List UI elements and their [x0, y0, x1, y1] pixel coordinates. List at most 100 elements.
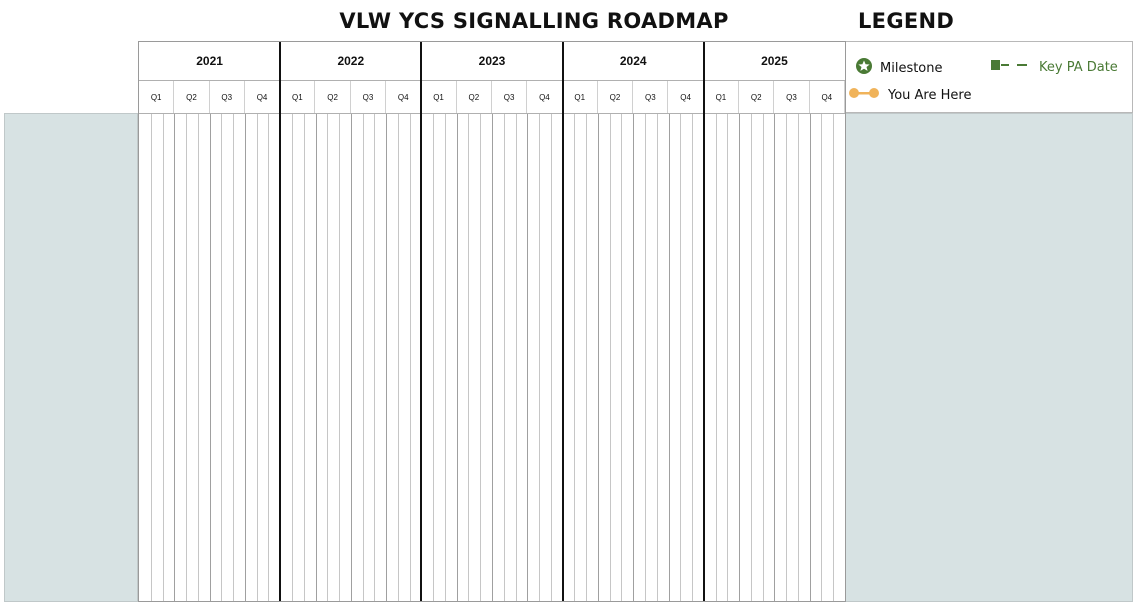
- month-gridline: [609, 114, 611, 601]
- legend-milestone-label: Milestone: [880, 60, 943, 76]
- month-gridline: [715, 114, 717, 601]
- month-gridline: [515, 114, 517, 601]
- month-gridline: [644, 114, 646, 601]
- quarter-header: Q2: [739, 81, 775, 113]
- quarter-header: Q1: [563, 81, 598, 113]
- month-gridline: [574, 114, 576, 601]
- month-gridline: [503, 114, 505, 601]
- month-gridline: [409, 114, 411, 601]
- month-gridline: [186, 114, 188, 601]
- quarter-header: Q2: [598, 81, 634, 113]
- month-gridline: [221, 114, 223, 601]
- year-header-2022: 2022: [337, 54, 365, 68]
- month-gridline: [433, 114, 435, 601]
- month-gridline: [268, 114, 270, 601]
- year-divider: [279, 42, 282, 601]
- legend-box: Milestone Key PA Date You Are Here: [846, 41, 1133, 113]
- legend-key-pa-date: Key PA Date: [991, 58, 1118, 76]
- year-header-row: 2021 2022 2023 2024 2025: [139, 42, 845, 81]
- timeline-body: [139, 42, 845, 601]
- month-gridline: [397, 114, 399, 601]
- legend-heading: LEGEND: [858, 9, 955, 33]
- month-gridline: [550, 114, 552, 601]
- month-gridline: [374, 114, 376, 601]
- quarter-gridline: [209, 114, 211, 601]
- quarter-header: Q3: [492, 81, 528, 113]
- month-gridline: [339, 114, 341, 601]
- quarter-header: Q2: [174, 81, 210, 113]
- quarter-gridline: [386, 114, 388, 601]
- legend-you-are-here: You Are Here: [848, 87, 971, 103]
- month-gridline: [692, 114, 694, 601]
- legend-key-pa-date-label: Key PA Date: [1039, 59, 1118, 75]
- month-gridline: [303, 114, 305, 601]
- month-gridline: [750, 114, 752, 601]
- month-gridline: [197, 114, 199, 601]
- quarter-header: Q4: [668, 81, 704, 113]
- quarter-gridline: [809, 114, 811, 601]
- quarter-header: Q2: [457, 81, 492, 113]
- dot-line-icon: [848, 87, 880, 103]
- quarter-gridline: [774, 114, 776, 601]
- month-gridline: [256, 114, 258, 601]
- quarter-gridline: [350, 114, 352, 601]
- quarter-header: Q3: [774, 81, 810, 113]
- year-header-2023: 2023: [478, 54, 506, 68]
- month-gridline: [444, 114, 446, 601]
- quarter-header: Q1: [704, 81, 740, 113]
- quarter-header-row: Q1 Q2 Q3 Q4 Q1 Q2 Q3 Q4 Q1 Q2 Q3 Q4 Q1 Q2 Q3 Q4 Q1 Q2 Q3 Q4: [139, 81, 845, 114]
- month-gridline: [821, 114, 823, 601]
- quarter-header: Q1: [421, 81, 457, 113]
- quarter-gridline: [174, 114, 176, 601]
- month-gridline: [586, 114, 588, 601]
- month-gridline: [656, 114, 658, 601]
- month-gridline: [833, 114, 835, 601]
- month-gridline: [327, 114, 329, 601]
- quarter-header: Q4: [810, 81, 845, 113]
- quarter-header: Q1: [139, 81, 175, 113]
- quarter-gridline: [244, 114, 246, 601]
- quarter-gridline: [527, 114, 529, 601]
- year-divider: [702, 42, 705, 601]
- year-divider: [561, 42, 564, 601]
- star-circle-icon: [856, 58, 872, 78]
- month-gridline: [680, 114, 682, 601]
- dash-flag-icon: [991, 58, 1031, 76]
- year-header-2021: 2021: [196, 54, 223, 68]
- year-header-2024: 2024: [619, 54, 647, 68]
- quarter-gridline: [633, 114, 635, 601]
- month-gridline: [786, 114, 788, 601]
- legend-milestone: Milestone: [856, 58, 943, 78]
- quarter-header: Q2: [315, 81, 351, 113]
- quarter-gridline: [739, 114, 741, 601]
- month-gridline: [162, 114, 164, 601]
- month-gridline: [621, 114, 623, 601]
- month-gridline: [539, 114, 541, 601]
- quarter-header: Q3: [210, 81, 245, 113]
- left-label-panel: [4, 113, 138, 602]
- quarter-header: Q3: [351, 81, 387, 113]
- quarter-gridline: [597, 114, 599, 601]
- roadmap-title: VLW YCS SIGNALLING ROADMAP: [339, 9, 729, 33]
- timeline-grid: 2021 2022 2023 2024 2025 Q1 Q2 Q3 Q4 Q1 Q2 Q3 Q4 Q1 Q…: [138, 41, 846, 602]
- month-gridline: [468, 114, 470, 601]
- year-header-2025: 2025: [761, 54, 788, 68]
- right-notes-panel: [846, 113, 1133, 602]
- quarter-gridline: [315, 114, 317, 601]
- quarter-gridline: [492, 114, 493, 601]
- quarter-header: Q1: [280, 81, 316, 113]
- legend-you-are-here-label: You Are Here: [888, 87, 972, 103]
- month-gridline: [727, 114, 729, 601]
- quarter-gridline: [456, 114, 458, 601]
- quarter-header: Q4: [527, 81, 563, 113]
- month-gridline: [233, 114, 235, 601]
- month-gridline: [362, 114, 364, 601]
- quarter-header: Q3: [633, 81, 669, 113]
- quarter-gridline: [668, 114, 670, 601]
- month-gridline: [797, 114, 799, 601]
- month-gridline: [291, 114, 293, 601]
- month-gridline: [150, 114, 152, 601]
- quarter-header: Q4: [245, 81, 281, 113]
- month-gridline: [480, 114, 482, 601]
- year-divider: [420, 42, 423, 601]
